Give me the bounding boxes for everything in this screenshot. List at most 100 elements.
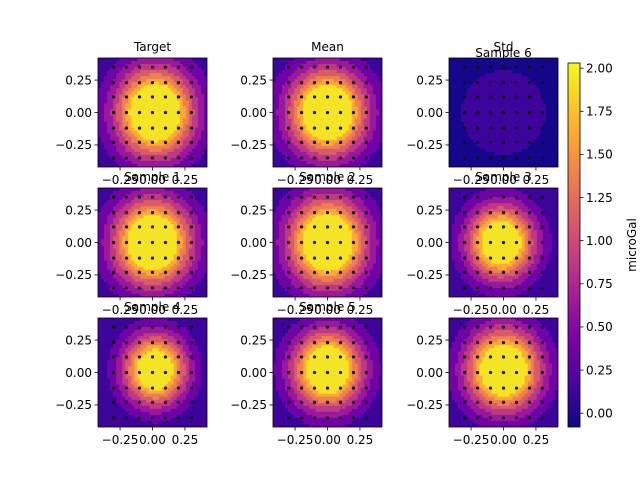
observation-point <box>286 81 291 85</box>
contour-cell <box>149 97 153 101</box>
contour-cell <box>140 260 144 265</box>
contour-cell <box>509 85 513 89</box>
contour-cell <box>479 106 483 110</box>
contour-cell <box>128 215 132 219</box>
contour-cell <box>539 112 544 116</box>
contour-cell <box>458 157 462 162</box>
contour-cell <box>161 109 165 113</box>
observation-point <box>364 126 369 130</box>
contour-cell <box>143 215 147 219</box>
contour-cell <box>303 85 307 89</box>
contour-field <box>273 58 382 167</box>
contour-cell <box>327 136 331 141</box>
contour-cell <box>161 88 165 92</box>
contour-cell <box>98 251 102 255</box>
contour-cell <box>107 215 111 219</box>
contour-cell <box>494 94 498 98</box>
contour-cell <box>485 109 489 113</box>
contour-cell <box>161 206 165 210</box>
contour-cell <box>339 124 343 128</box>
contour-cell <box>473 79 477 83</box>
contour-cell <box>200 70 205 74</box>
contour-cell <box>515 124 519 128</box>
contour-cell <box>101 215 105 219</box>
contour-cell <box>107 64 111 68</box>
contour-cell <box>291 70 295 74</box>
contour-cell <box>131 79 135 83</box>
contour-cell <box>500 79 504 83</box>
contour-cell <box>173 163 178 167</box>
contour-cell <box>131 239 135 243</box>
contour-cell <box>524 118 529 122</box>
contour-cell <box>167 85 172 89</box>
contour-cell <box>179 88 184 92</box>
contour-cell <box>291 133 295 138</box>
contour-cell <box>182 142 187 147</box>
contour-cell <box>134 212 138 216</box>
contour-cell <box>164 287 168 292</box>
contour-cell <box>149 112 153 116</box>
contour-cell <box>113 203 117 207</box>
contour-cell <box>122 209 126 213</box>
contour-cell <box>158 127 162 132</box>
contour-cell <box>200 79 205 83</box>
contour-cell <box>482 85 486 89</box>
contour-cell <box>369 82 374 86</box>
contour-cell <box>98 194 102 198</box>
contour-cell <box>179 64 184 68</box>
contour-cell <box>149 269 153 274</box>
contour-cell <box>113 290 117 295</box>
contour-cell <box>366 97 371 101</box>
contour-cell <box>158 94 162 98</box>
contour-cell <box>164 227 168 231</box>
contour-cell <box>146 103 150 107</box>
contour-cell <box>294 151 298 156</box>
contour-cell <box>539 76 544 80</box>
contour-cell <box>527 67 532 71</box>
observation-point <box>488 65 493 69</box>
contour-cell <box>107 218 111 222</box>
observation-point <box>475 81 480 85</box>
contour-cell <box>107 82 111 86</box>
contour-cell <box>155 203 159 207</box>
contour-cell <box>551 124 556 128</box>
contour-cell <box>98 287 102 292</box>
contour-cell <box>309 103 313 107</box>
contour-cell <box>324 142 328 147</box>
contour-cell <box>330 154 334 159</box>
contour-cell <box>554 94 558 98</box>
contour-cell <box>309 100 313 104</box>
contour-cell <box>155 157 159 162</box>
contour-cell <box>312 103 316 107</box>
contour-cell <box>458 100 462 104</box>
contour-cell <box>461 124 465 128</box>
contour-cell <box>116 260 120 265</box>
contour-cell <box>539 85 544 89</box>
contour-cell <box>110 136 114 141</box>
contour-cell <box>194 94 199 98</box>
contour-cell <box>354 79 359 83</box>
contour-cell <box>354 163 359 167</box>
contour-cell <box>128 130 132 135</box>
contour-cell <box>101 145 105 150</box>
contour-cell <box>378 82 382 86</box>
contour-cell <box>107 118 111 122</box>
contour-cell <box>176 70 181 74</box>
contour-cell <box>315 145 319 150</box>
contour-cell <box>152 266 156 271</box>
contour-cell <box>348 88 353 92</box>
contour-cell <box>125 251 129 255</box>
contour-cell <box>518 118 523 122</box>
contour-cell <box>327 163 331 167</box>
contour-cell <box>194 82 199 86</box>
contour-cell <box>104 191 108 195</box>
contour-cell <box>279 118 283 122</box>
contour-cell <box>194 124 199 128</box>
contour-cell <box>554 79 558 83</box>
contour-cell <box>342 154 347 159</box>
contour-cell <box>345 133 350 138</box>
contour-cell <box>312 85 316 89</box>
contour-cell <box>104 233 108 237</box>
contour-cell <box>200 100 205 104</box>
contour-cell <box>116 127 120 132</box>
